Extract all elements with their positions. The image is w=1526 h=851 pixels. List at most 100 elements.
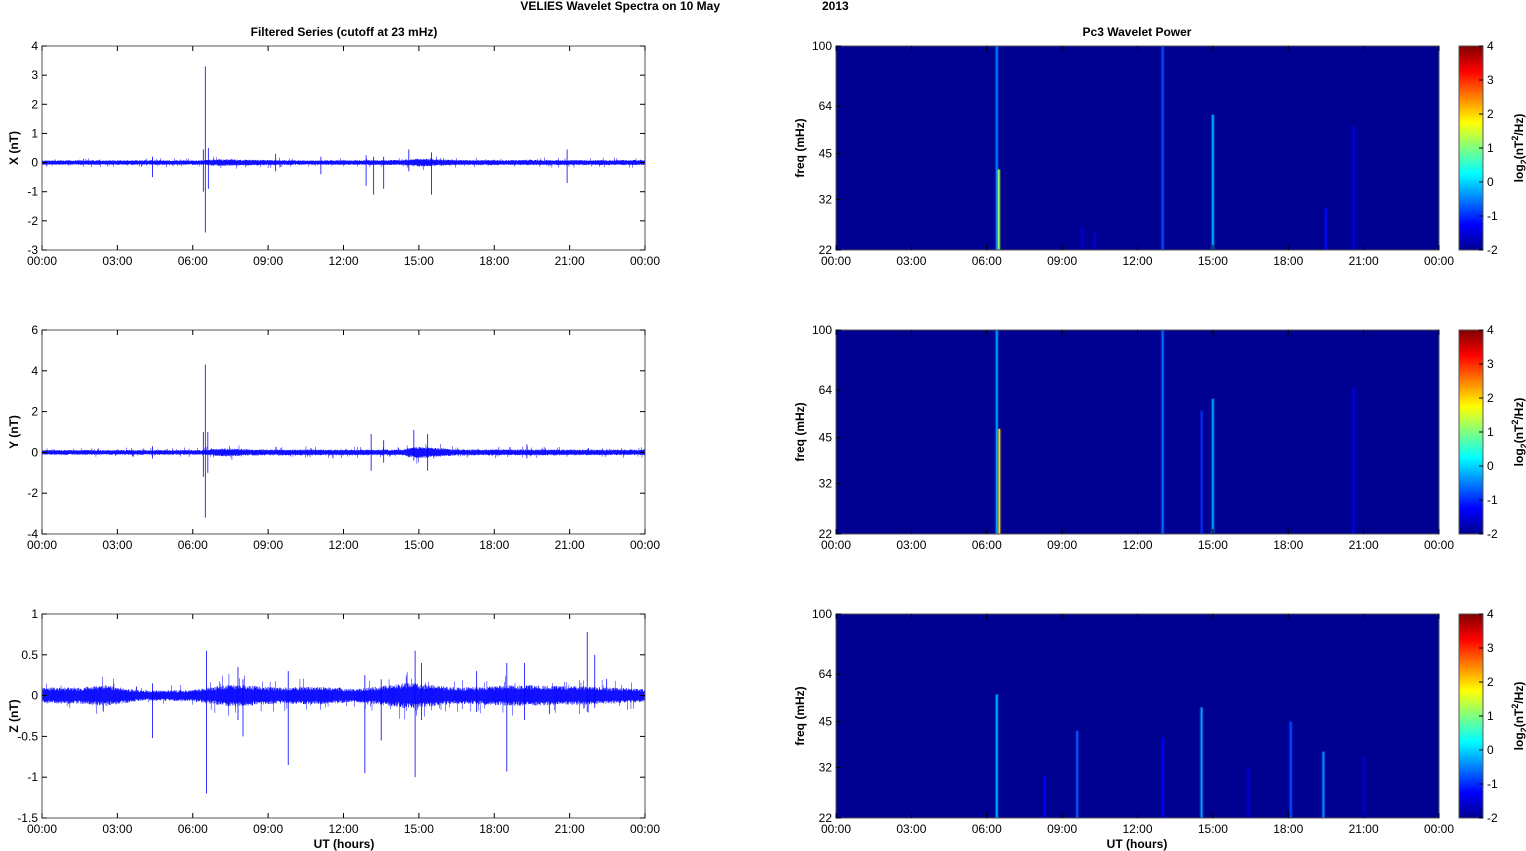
series-y-xtick-label: 06:00: [178, 538, 208, 552]
x-axis-label-right: UT (hours): [1107, 837, 1168, 851]
wavelet-x-plot-area: [836, 46, 1439, 250]
wavelet-z-colorbar-label: log2(nT2/Hz): [1510, 682, 1526, 751]
wavelet-z-event: [1200, 707, 1203, 818]
series-x-xtick-label: 12:00: [328, 254, 358, 268]
wavelet-y-xtick-label: 12:00: [1122, 538, 1152, 552]
series-x-ytick-label: 4: [31, 39, 38, 53]
wavelet-x-xtick-label: 15:00: [1198, 254, 1228, 268]
wavelet-x-event: [1094, 232, 1096, 250]
wavelet-y-colorbar-tick-label: 4: [1487, 323, 1494, 337]
wavelet-x-colorbar-tick-label: 0: [1487, 175, 1494, 189]
wavelet-x-colorbar-tick-label: 2: [1487, 107, 1494, 121]
wavelet-z-xtick-label: 00:00: [1424, 822, 1454, 836]
wavelet-z-colorbar-tick-label: 2: [1487, 675, 1494, 689]
series-x-ytick-label: 3: [31, 68, 38, 82]
series-x-ytick-label: 2: [31, 97, 38, 111]
series-z-xtick-label: 15:00: [404, 822, 434, 836]
series-z-xtick-label: 18:00: [479, 822, 509, 836]
series-x-ytick-label: -3: [27, 243, 38, 257]
series-z-ytick-label: 0: [31, 689, 38, 703]
wavelet-y-ytick-label: 64: [819, 383, 833, 397]
wavelet-y-xtick-label: 21:00: [1349, 538, 1379, 552]
figure-title: VELIES Wavelet Spectra on 10 May: [520, 0, 720, 13]
wavelet-x-ylabel: freq (mHz): [793, 118, 807, 177]
series-y-ylabel: Y (nT): [7, 415, 21, 449]
wavelet-y-xtick-label: 06:00: [972, 538, 1002, 552]
wavelet-y-xtick-label: 00:00: [821, 538, 851, 552]
wavelet-x-xtick-label: 18:00: [1273, 254, 1303, 268]
wavelet-y-event: [996, 330, 998, 534]
series-y-xtick-label: 00:00: [630, 538, 660, 552]
wavelet-x-event: [998, 169, 1000, 250]
wavelet-y-event: [1200, 410, 1203, 534]
wavelet-x-xtick-label: 03:00: [896, 254, 926, 268]
series-z-xtick-label: 09:00: [253, 822, 283, 836]
wavelet-x-colorbar-tick-label: -1: [1487, 209, 1498, 223]
wavelet-x-colorbar-tick-label: -2: [1487, 243, 1498, 257]
series-x-ytick-label: -2: [27, 214, 38, 228]
series-z-plot-area: [42, 614, 645, 818]
wavelet-x-event: [1212, 114, 1214, 250]
wavelet-z-ytick-label: 45: [819, 715, 833, 729]
wavelet-y-ytick-label: 22: [819, 527, 833, 541]
wavelet-x-colorbar-tick-label: 4: [1487, 39, 1494, 53]
wavelet-z-event: [1043, 776, 1046, 818]
series-y-xtick-label: 18:00: [479, 538, 509, 552]
wavelet-x-xtick-label: 06:00: [972, 254, 1002, 268]
wavelet-z-event: [1362, 755, 1365, 818]
wavelet-z-colorbar-tick-label: -1: [1487, 777, 1498, 791]
wavelet-z-xtick-label: 12:00: [1122, 822, 1152, 836]
wavelet-x-event: [1325, 208, 1327, 250]
wavelet-z-ytick-label: 32: [819, 761, 833, 775]
wavelet-y-colorbar-tick-label: 2: [1487, 391, 1494, 405]
right-column-title: Pc3 Wavelet Power: [1083, 25, 1192, 39]
wavelet-x-xtick-label: 21:00: [1349, 254, 1379, 268]
series-z-ytick-label: 1: [31, 607, 38, 621]
series-z-xtick-label: 00:00: [630, 822, 660, 836]
wavelet-z-xtick-label: 06:00: [972, 822, 1002, 836]
series-x-xtick-label: 15:00: [404, 254, 434, 268]
series-y-ytick-label: 6: [31, 323, 38, 337]
series-x-xtick-label: 21:00: [555, 254, 585, 268]
wavelet-z-ylabel: freq (mHz): [793, 686, 807, 745]
series-z-xtick-label: 03:00: [102, 822, 132, 836]
wavelet-x-colorbar-label: log2(nT2/Hz): [1510, 114, 1526, 183]
wavelet-z-event: [1247, 767, 1249, 818]
series-x-ylabel: X (nT): [7, 131, 21, 165]
series-x-ytick-label: 1: [31, 126, 38, 140]
figure-title-year: 2013: [822, 0, 849, 13]
series-x-xtick-label: 09:00: [253, 254, 283, 268]
wavelet-y-event: [998, 428, 1001, 534]
series-y-panel: -4 -2 0 2 4 6 00:00 03:00 06:00 09:00 12:00 15:00 18…: [7, 323, 660, 552]
wavelet-y-colorbar-tick-label: -1: [1487, 493, 1498, 507]
wavelet-y-colorbar-label: log2(nT2/Hz): [1510, 398, 1526, 467]
wavelet-x-xtick-label: 09:00: [1047, 254, 1077, 268]
wavelet-z-event: [1161, 737, 1164, 818]
series-x-xtick-label: 06:00: [178, 254, 208, 268]
wavelet-z-colorbar-tick-label: 1: [1487, 709, 1494, 723]
series-y-xtick-label: 21:00: [555, 538, 585, 552]
series-z-xtick-label: 21:00: [555, 822, 585, 836]
series-y-xtick-label: 00:00: [27, 538, 57, 552]
wavelet-y-colorbar-tick-label: 1: [1487, 425, 1494, 439]
series-x-ytick-label: 0: [31, 156, 38, 170]
wavelet-y-plot-area: [836, 330, 1439, 534]
wavelet-y-ytick-label: 32: [819, 477, 833, 491]
wavelet-x-colorbar-tick-label: 3: [1487, 73, 1494, 87]
wavelet-x-event: [1081, 227, 1083, 250]
series-x-xtick-label: 03:00: [102, 254, 132, 268]
wavelet-x-xtick-label: 00:00: [1424, 254, 1454, 268]
wavelet-x-ytick-label: 32: [819, 193, 833, 207]
series-y-xtick-label: 15:00: [404, 538, 434, 552]
series-y-xtick-label: 09:00: [253, 538, 283, 552]
series-z-xtick-label: 06:00: [178, 822, 208, 836]
wavelet-y-event: [1161, 330, 1164, 534]
wavelet-z-colorbar-tick-label: -2: [1487, 811, 1498, 825]
wavelet-y-ytick-label: 100: [812, 323, 832, 337]
wavelet-y-colorbar-tick-label: -2: [1487, 527, 1498, 541]
wavelet-z-xtick-label: 09:00: [1047, 822, 1077, 836]
wavelet-z-xtick-label: 15:00: [1198, 822, 1228, 836]
